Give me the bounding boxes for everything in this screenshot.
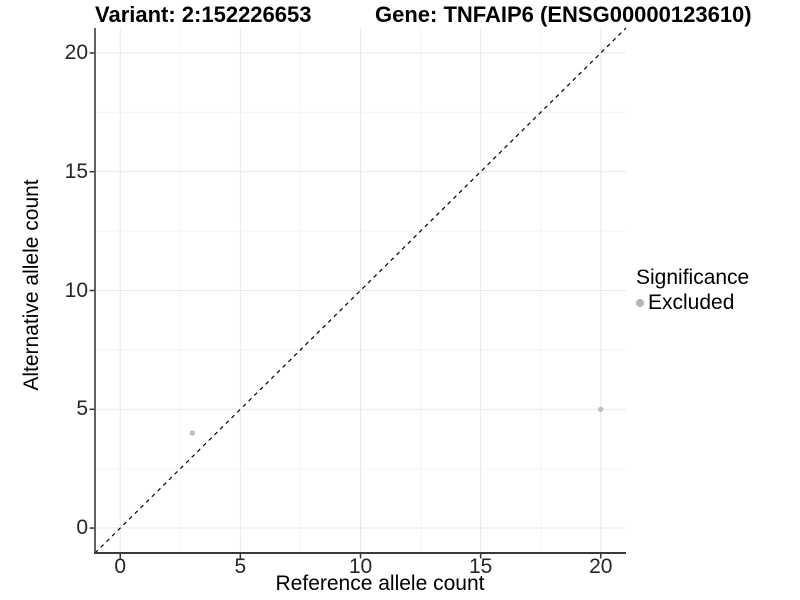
plot-title-gene: Gene: TNFAIP6 (ENSG00000123610) bbox=[375, 2, 752, 27]
y-tick-label: 10 bbox=[64, 278, 88, 302]
data-point bbox=[189, 430, 196, 436]
legend: Significance Excluded bbox=[636, 266, 749, 315]
data-point bbox=[598, 406, 604, 412]
y-tick-label: 5 bbox=[76, 397, 88, 421]
x-axis-title: Reference allele count bbox=[275, 572, 485, 595]
x-tick-label: 20 bbox=[589, 555, 613, 578]
y-axis-title: Alternative allele count bbox=[20, 179, 43, 391]
legend-title: Significance bbox=[636, 266, 750, 289]
y-tick-label: 15 bbox=[64, 159, 88, 183]
x-tick-label: 5 bbox=[234, 555, 247, 578]
x-tick-label: 15 bbox=[468, 555, 493, 578]
legend-item-label: Excluded bbox=[648, 291, 735, 314]
x-tick-label: 10 bbox=[348, 555, 373, 578]
x-tick-label: 0 bbox=[114, 555, 127, 578]
y-tick-label: 20 bbox=[64, 40, 88, 64]
legend-point-icon bbox=[636, 299, 644, 307]
y-tick-label: 0 bbox=[76, 516, 88, 540]
plot-title-variant: Variant: 2:152226653 bbox=[95, 2, 312, 27]
legend-item-excluded: Excluded bbox=[636, 291, 749, 315]
